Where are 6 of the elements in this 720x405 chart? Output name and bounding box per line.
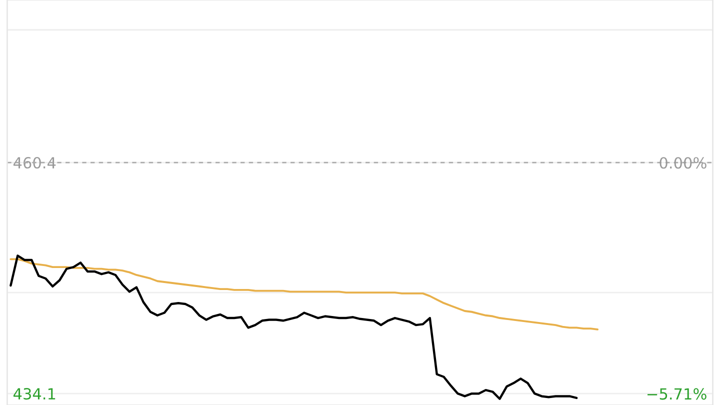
y-tick-label: 460.4 (14, 156, 56, 169)
y-tick-label: 434.1 (14, 388, 56, 400)
line-series (10, 258, 599, 330)
line-series (10, 254, 578, 400)
y2-tick-label: −5.71% (648, 388, 706, 400)
y2-tick-label: 0.00% (660, 157, 706, 169)
